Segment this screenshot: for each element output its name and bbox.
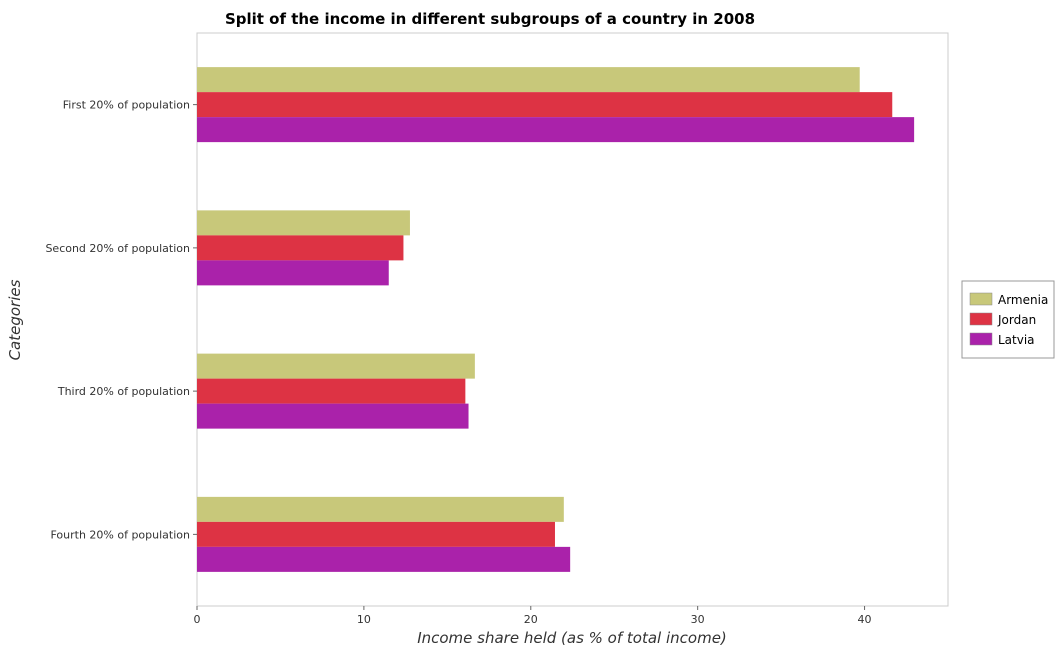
y-axis-categories: First 20% of population Second 20% of pop… bbox=[45, 99, 197, 541]
bar-armenia-first-20-of-population bbox=[197, 67, 860, 93]
legend-label-jordan: Jordan bbox=[997, 313, 1036, 327]
bar-latvia-third-20-of-population bbox=[197, 403, 469, 429]
x-tick-label: 0 bbox=[194, 613, 201, 626]
y-category-label: First 20% of population bbox=[63, 99, 190, 112]
x-tick-label: 10 bbox=[357, 613, 371, 626]
x-tick-label: 40 bbox=[858, 613, 872, 626]
legend: Armenia Jordan Latvia bbox=[961, 280, 1055, 359]
x-axis-title: Income share held (as % of total income) bbox=[417, 629, 727, 647]
bar-jordan-second-20-of-population bbox=[197, 235, 404, 261]
legend-swatch-latvia bbox=[969, 332, 993, 346]
bar-jordan-third-20-of-population bbox=[197, 378, 466, 404]
bar-jordan-fourth-20-of-population bbox=[197, 521, 555, 547]
bar-armenia-second-20-of-population bbox=[197, 210, 410, 236]
y-axis-title: Categories bbox=[6, 279, 24, 360]
y-category-label: Fourth 20% of population bbox=[50, 528, 190, 541]
bar-latvia-first-20-of-population bbox=[197, 117, 915, 143]
y-category-label: Second 20% of population bbox=[45, 242, 190, 255]
chart-title: Split of the income in different subgrou… bbox=[225, 10, 755, 28]
bar-jordan-first-20-of-population bbox=[197, 92, 893, 118]
x-tick-label: 30 bbox=[691, 613, 705, 626]
bar-latvia-second-20-of-population bbox=[197, 260, 389, 286]
bars-group bbox=[197, 67, 915, 572]
bar-latvia-fourth-20-of-population bbox=[197, 546, 571, 572]
legend-swatch-jordan bbox=[969, 312, 993, 326]
bar-armenia-fourth-20-of-population bbox=[197, 496, 564, 522]
x-axis-ticks: 0 10 20 30 40 bbox=[194, 606, 872, 626]
legend-swatch-armenia bbox=[969, 292, 993, 306]
legend-label-latvia: Latvia bbox=[998, 333, 1035, 347]
legend-label-armenia: Armenia bbox=[998, 293, 1048, 307]
y-category-label: Third 20% of population bbox=[57, 385, 190, 398]
x-tick-label: 20 bbox=[524, 613, 538, 626]
bar-armenia-third-20-of-population bbox=[197, 353, 475, 379]
